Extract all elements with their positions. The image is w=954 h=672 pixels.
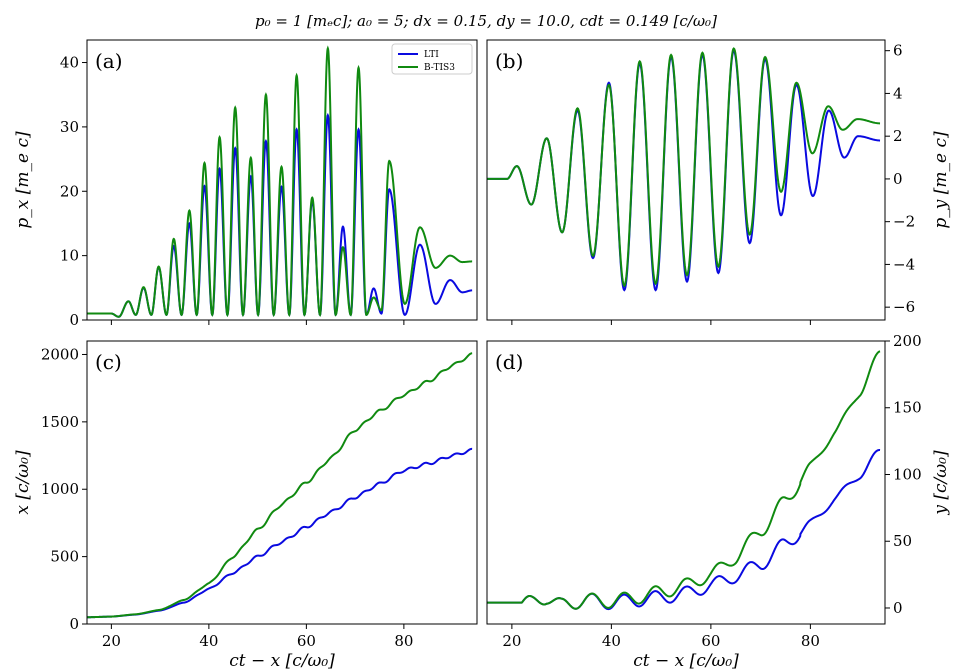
- chart-panel-b: −6 −4 −2 0 2 4 6 (b) p_y [m_e c]: [486, 39, 951, 325]
- y-tick-label: 200: [893, 332, 922, 350]
- series-line-b-tis3: [87, 45, 473, 318]
- y-tick-label: 500: [50, 548, 79, 566]
- plot-frame: [486, 340, 886, 625]
- y-tick-label: 10: [60, 247, 79, 265]
- y-tick-label: 4: [893, 84, 903, 102]
- x-tick-label: 80: [394, 632, 413, 650]
- series-line-b-tis3: [487, 47, 881, 288]
- plot-frame: [86, 39, 478, 321]
- y-tick-label: 0: [69, 615, 79, 633]
- y-tick-label: 100: [893, 465, 922, 483]
- x-tick-label: 20: [502, 632, 521, 650]
- series-group: [87, 352, 473, 619]
- y-axis-label: x [c/ω₀]: [13, 450, 33, 515]
- figure-title: p₀ = 1 [mₑc]; a₀ = 5; dx = 0.15, dy = 10…: [255, 12, 717, 30]
- x-tick-label: 40: [602, 632, 621, 650]
- panel-label: (a): [95, 49, 123, 73]
- y-tick-label: 150: [893, 399, 922, 417]
- y-tick-label: 2000: [41, 345, 79, 363]
- y-tick-label: 30: [60, 118, 79, 136]
- x-tick-label: 60: [297, 632, 316, 650]
- series-group: [487, 47, 881, 292]
- y-tick-label: −6: [893, 298, 915, 316]
- series-line-b-tis3: [487, 350, 881, 610]
- x-axis-label: ct − x [c/ω₀]: [633, 651, 739, 671]
- y-tick-label: −4: [893, 255, 915, 273]
- legend-label-lti: LTI: [424, 50, 439, 60]
- series-group: [87, 45, 473, 318]
- y-tick-label: 40: [60, 54, 79, 72]
- y-tick-label: 2: [893, 127, 903, 145]
- y-tick-label: −2: [893, 213, 915, 231]
- series-line-lti: [487, 449, 881, 611]
- panel-label: (d): [495, 350, 523, 374]
- chart-panel-c: 20 40 60 80 0 500 1000 1500 2000 (c) x [c/ω₀] ct − …: [13, 340, 478, 671]
- x-tick-label: 60: [701, 632, 720, 650]
- y-tick-label: 0: [893, 599, 903, 617]
- panel-label: (b): [495, 49, 523, 73]
- y-tick-label: 1500: [41, 413, 79, 431]
- y-tick-label: 20: [60, 182, 79, 200]
- y-tick-label: 6: [893, 42, 903, 60]
- series-group: [487, 350, 881, 611]
- chart-panel-a: 0 10 20 30 40 (a) p_x [m_e c] LTI B-TIS3: [13, 39, 478, 329]
- y-tick-label: 0: [893, 170, 903, 188]
- legend: LTI B-TIS3: [391, 43, 473, 75]
- x-tick-label: 20: [102, 632, 121, 650]
- panel-label: (c): [95, 350, 122, 374]
- series-line-lti: [87, 112, 473, 318]
- y-tick-label: 0: [69, 311, 79, 329]
- y-tick-label: 50: [893, 532, 912, 550]
- x-axis-label: ct − x [c/ω₀]: [229, 651, 335, 671]
- series-line-b-tis3: [87, 352, 473, 619]
- x-tick-label: 40: [199, 632, 218, 650]
- y-axis-label: y [c/ω₀]: [931, 450, 951, 516]
- plot-frame: [86, 340, 478, 625]
- plot-frame: [486, 39, 886, 321]
- y-tick-label: 1000: [41, 480, 79, 498]
- chart-panel-d: 20 40 60 80 0 50 100 150 200 (d) y [c/ω₀] ct − x [c…: [486, 332, 951, 671]
- legend-label-b-tis3: B-TIS3: [424, 63, 455, 73]
- series-line-lti: [87, 447, 473, 619]
- x-tick-label: 80: [801, 632, 820, 650]
- y-axis-label: p_x [m_e c]: [13, 131, 33, 229]
- y-axis-label: p_y [m_e c]: [931, 131, 951, 229]
